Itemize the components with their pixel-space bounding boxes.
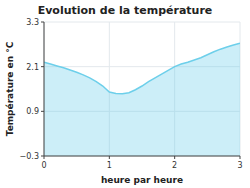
x-axis-label: heure par heure [101, 175, 183, 185]
y-tick [41, 156, 44, 157]
axes: 0 1 2 3 −0.3 0.9 2.1 3.3 [20, 18, 243, 170]
y-tick-label: −0.3 [20, 152, 39, 161]
x-tick-label: 3 [237, 161, 242, 170]
grid-line-y [44, 22, 240, 23]
x-tick [109, 156, 110, 159]
y-axis-line [44, 22, 45, 156]
plot-area [44, 43, 240, 156]
y-tick-label: 3.3 [26, 18, 39, 27]
grid-line-y [44, 156, 240, 157]
x-tick-label: 1 [107, 161, 112, 170]
y-tick-label: 2.1 [26, 63, 39, 72]
x-tick [240, 156, 241, 159]
y-axis-label: Température en °C [5, 41, 15, 136]
y-tick [41, 66, 44, 67]
y-tick [41, 111, 44, 112]
y-tick [41, 22, 44, 23]
area-fill [44, 43, 240, 156]
y-tick-label: 0.9 [26, 107, 39, 116]
x-tick [174, 156, 175, 159]
chart-title: Evolution de la température [38, 4, 213, 17]
grid-line-x [44, 22, 45, 156]
x-tick-label: 2 [172, 161, 177, 170]
grid [44, 22, 240, 156]
x-tick-label: 0 [41, 161, 46, 170]
chart-container: 0 1 2 3 −0.3 0.9 2.1 3.3 heure par heure Températ… [0, 0, 250, 188]
line [44, 43, 240, 94]
x-axis-line [44, 156, 240, 157]
chart-svg: 0 1 2 3 −0.3 0.9 2.1 3.3 heure par heure Températ… [0, 0, 250, 188]
